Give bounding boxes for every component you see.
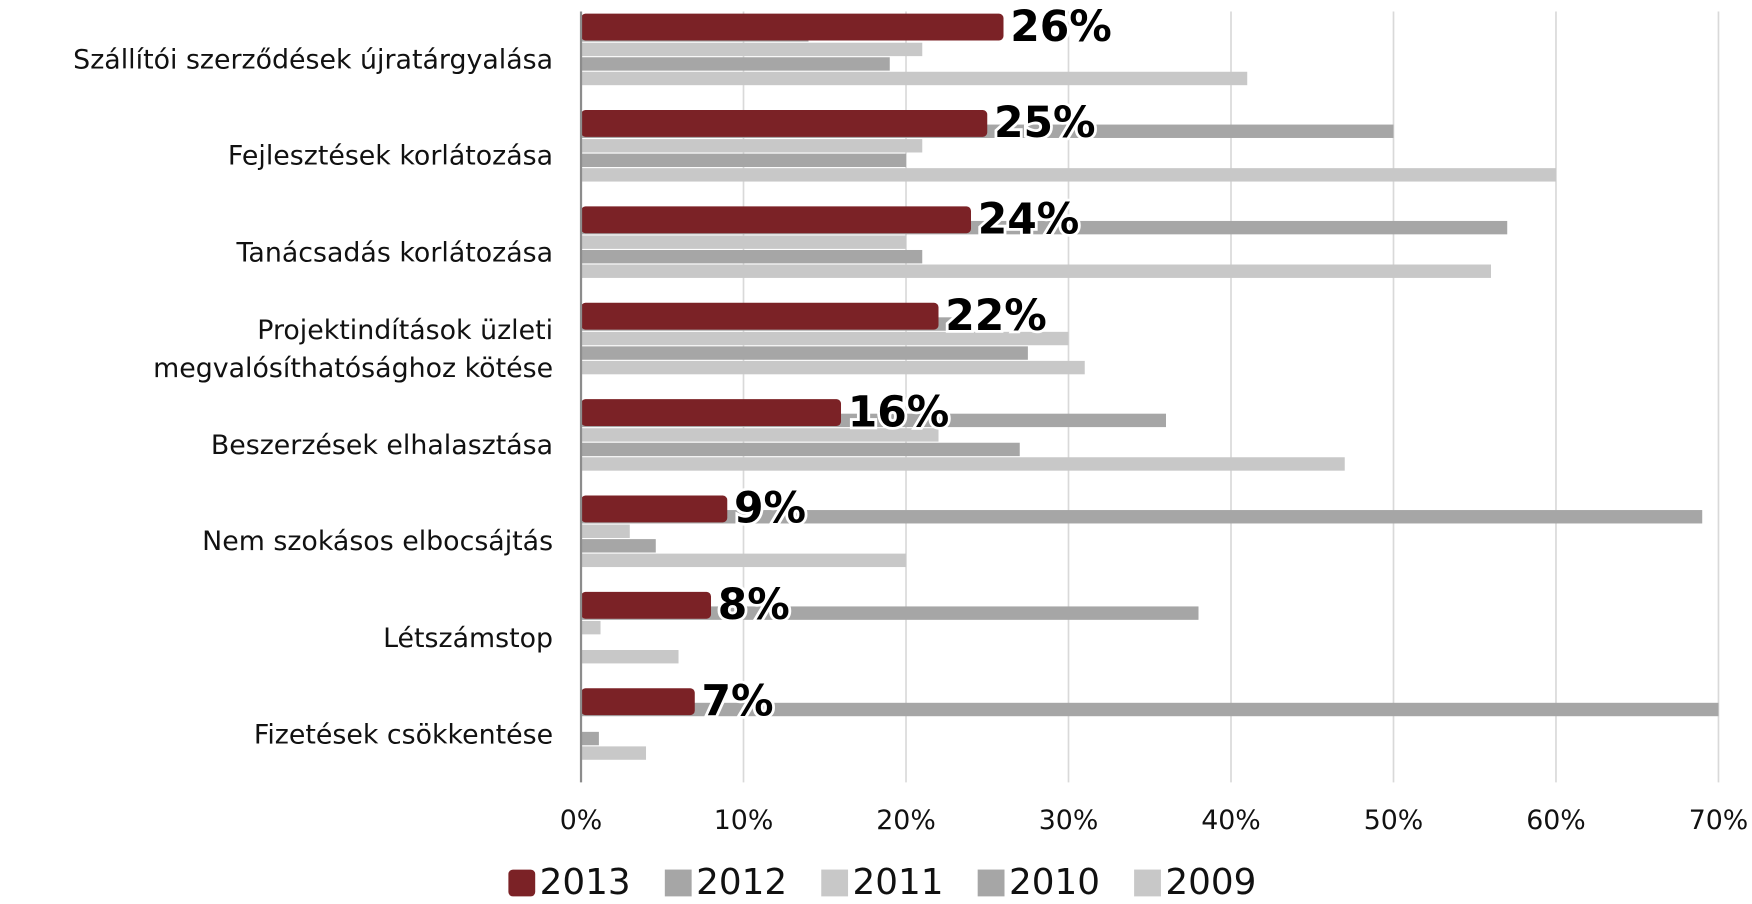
bar	[581, 153, 907, 168]
bar	[581, 331, 1069, 346]
bar	[581, 168, 1556, 182]
bar	[581, 702, 1719, 717]
data-label: 24%	[978, 196, 1080, 245]
bar	[581, 746, 647, 760]
bar	[581, 57, 890, 71]
x-tick-label: 70%	[1689, 805, 1749, 836]
y-tick-label: Beszerzések elhalasztása	[210, 429, 554, 461]
bar	[581, 524, 630, 538]
category-label-box: Projektindítások üzleti megvalósíthatósá…	[153, 314, 554, 384]
legend-label: 2012	[696, 862, 787, 900]
y-tick-label: Nem szokásos elbocsájtás	[202, 525, 554, 558]
bar	[581, 206, 972, 234]
bar	[581, 688, 695, 716]
bar	[581, 428, 939, 442]
legend-label: 2009	[1165, 862, 1256, 900]
bar	[581, 139, 923, 153]
data-label: 9%	[734, 485, 806, 534]
data-label: 26%	[1010, 3, 1112, 52]
legend-swatch	[1134, 869, 1161, 897]
category-label-box: Fizetések csökkentése	[253, 718, 554, 750]
category-label-box: Beszerzések elhalasztása	[210, 429, 554, 461]
bar	[581, 71, 1248, 86]
bar	[581, 360, 1085, 375]
category-label-box: Fejlesztések korlátozása	[227, 140, 554, 172]
bar	[581, 13, 1004, 41]
legend-label: 2010	[1009, 862, 1100, 900]
y-tick-label: Tanácsadás korlátozása	[236, 236, 554, 269]
bar	[581, 495, 728, 523]
bar	[581, 264, 1491, 278]
bar	[581, 457, 1345, 471]
legend-swatch	[664, 869, 692, 897]
bar	[581, 110, 988, 137]
x-tick-label: 60%	[1526, 805, 1586, 836]
bar	[581, 620, 601, 635]
legend-swatch	[508, 869, 536, 897]
data-label: 25%	[994, 99, 1096, 148]
category-label-box: Létszámstop	[383, 622, 554, 654]
data-label: 8%	[718, 581, 790, 630]
y-tick-label: Projektindítások üzleti megvalósíthatósá…	[153, 314, 554, 384]
y-tick-label: Fizetések csökkentése	[253, 718, 554, 750]
bar	[581, 399, 842, 426]
data-label: 16%	[848, 388, 950, 437]
bar	[581, 539, 656, 553]
bar	[581, 235, 907, 249]
x-tick-label: 0%	[560, 805, 603, 836]
legend-swatch	[821, 869, 849, 897]
legend-swatch	[977, 869, 1005, 897]
category-label-box: Tanácsadás korlátozása	[236, 236, 554, 269]
bar	[581, 249, 923, 264]
bar	[581, 731, 599, 746]
data-label: 7%	[701, 677, 773, 726]
data-label: 22%	[945, 292, 1047, 341]
bar	[581, 346, 1028, 360]
y-tick-label: Fejlesztések korlátozása	[227, 140, 554, 172]
bar	[581, 650, 679, 664]
bar	[581, 606, 1199, 620]
bar	[581, 302, 939, 330]
x-tick-label: 50%	[1364, 805, 1424, 836]
bar	[581, 42, 923, 57]
x-tick-label: 30%	[1039, 805, 1099, 836]
bar	[581, 442, 1020, 457]
category-label-box: Szállítói szerződések újratárgyalása	[73, 43, 554, 76]
bar	[581, 591, 712, 619]
x-tick-label: 40%	[1201, 805, 1261, 836]
y-tick-label: Szállítói szerződések újratárgyalása	[73, 43, 554, 76]
bar	[581, 553, 907, 568]
y-tick-label: Létszámstop	[383, 622, 554, 654]
legend-label: 2013	[540, 862, 631, 900]
category-label-box: Nem szokásos elbocsájtás	[202, 525, 554, 558]
x-tick-label: 20%	[876, 805, 936, 836]
legend-label: 2011	[853, 862, 944, 900]
bar	[581, 510, 1703, 524]
x-tick-label: 10%	[714, 805, 774, 836]
